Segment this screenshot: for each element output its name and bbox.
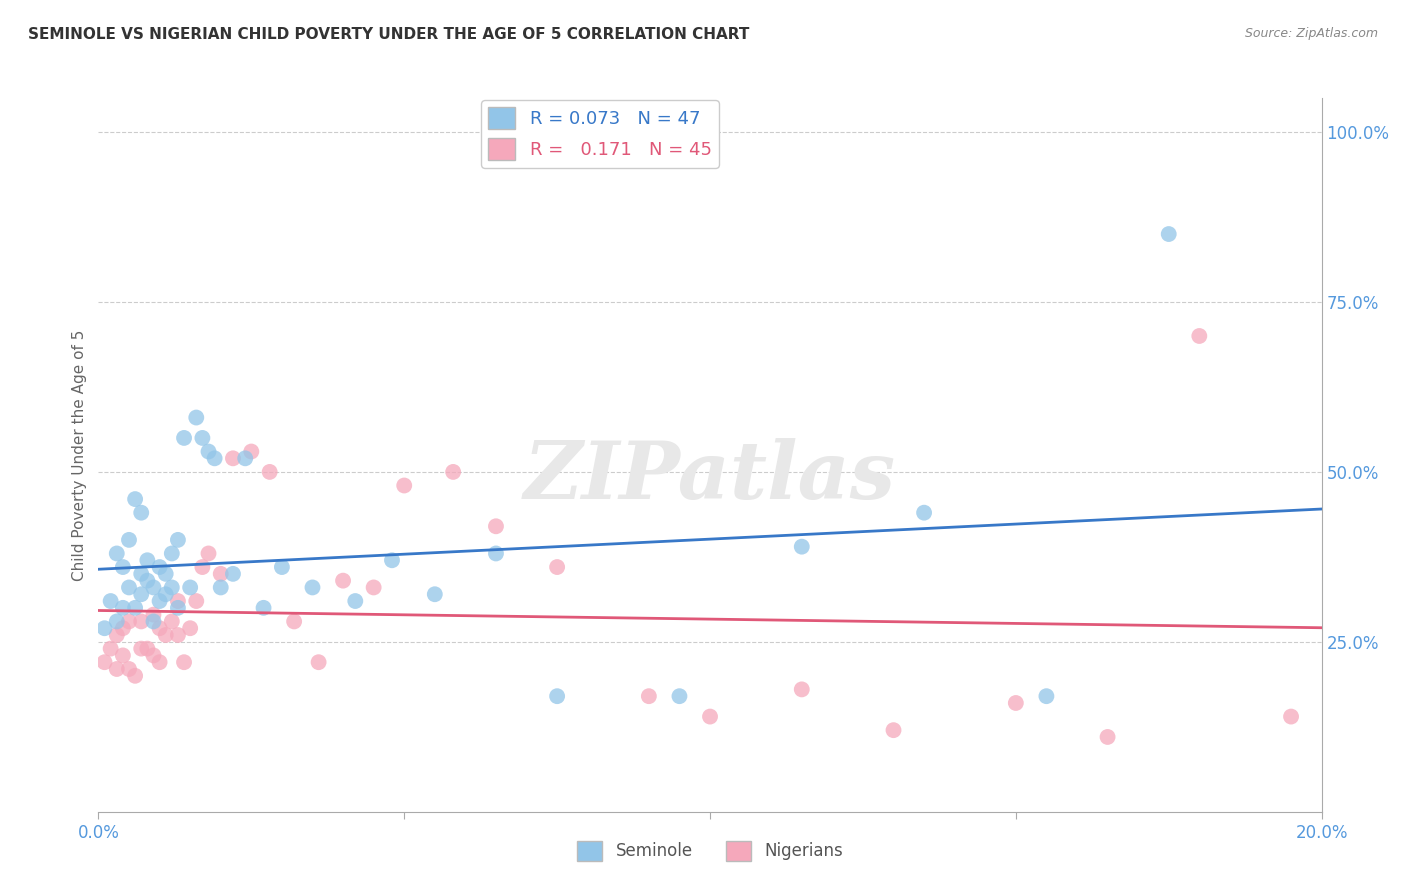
Point <box>160 546 183 560</box>
Point <box>699 709 721 723</box>
Point <box>142 615 165 629</box>
Point <box>105 615 128 629</box>
Point <box>93 655 115 669</box>
Point <box>546 689 568 703</box>
Point <box>1279 709 1302 723</box>
Point <box>790 540 813 554</box>
Point <box>167 594 190 608</box>
Point <box>136 574 159 588</box>
Point <box>209 566 232 581</box>
Point <box>233 451 256 466</box>
Point <box>129 566 152 581</box>
Point <box>1035 689 1057 703</box>
Legend: Seminole, Nigerians: Seminole, Nigerians <box>571 834 849 868</box>
Text: ZIPatlas: ZIPatlas <box>524 438 896 515</box>
Text: SEMINOLE VS NIGERIAN CHILD POVERTY UNDER THE AGE OF 5 CORRELATION CHART: SEMINOLE VS NIGERIAN CHILD POVERTY UNDER… <box>28 27 749 42</box>
Point <box>100 594 122 608</box>
Point <box>344 594 367 608</box>
Point <box>149 655 172 669</box>
Point <box>111 560 134 574</box>
Point <box>209 581 232 595</box>
Point <box>149 560 172 574</box>
Point <box>142 648 165 663</box>
Point <box>105 662 128 676</box>
Point <box>173 431 195 445</box>
Point <box>142 581 165 595</box>
Point <box>105 546 128 560</box>
Point <box>167 533 190 547</box>
Point <box>118 581 141 595</box>
Point <box>105 628 128 642</box>
Point <box>155 566 177 581</box>
Point <box>392 478 416 492</box>
Point <box>1004 696 1026 710</box>
Point <box>167 600 190 615</box>
Point <box>790 682 813 697</box>
Point <box>118 615 141 629</box>
Point <box>1157 227 1180 241</box>
Point <box>167 628 190 642</box>
Point <box>283 615 305 629</box>
Point <box>485 519 508 533</box>
Point <box>124 600 146 615</box>
Point <box>252 600 274 615</box>
Y-axis label: Child Poverty Under the Age of 5: Child Poverty Under the Age of 5 <box>72 329 87 581</box>
Point <box>240 444 263 458</box>
Point <box>155 587 177 601</box>
Point <box>332 574 354 588</box>
Point <box>912 506 935 520</box>
Point <box>883 723 905 738</box>
Point <box>197 546 219 560</box>
Point <box>149 621 172 635</box>
Point <box>129 641 152 656</box>
Point <box>111 600 134 615</box>
Point <box>129 615 152 629</box>
Text: Source: ZipAtlas.com: Source: ZipAtlas.com <box>1244 27 1378 40</box>
Point <box>149 594 172 608</box>
Point <box>129 506 152 520</box>
Point <box>142 607 165 622</box>
Point <box>179 581 201 595</box>
Point <box>301 581 323 595</box>
Point <box>118 662 141 676</box>
Point <box>118 533 141 547</box>
Point <box>191 431 214 445</box>
Point <box>485 546 508 560</box>
Point <box>124 492 146 507</box>
Point <box>93 621 115 635</box>
Point <box>173 655 195 669</box>
Point <box>191 560 214 574</box>
Point <box>111 648 134 663</box>
Point <box>186 410 208 425</box>
Point <box>155 628 177 642</box>
Point <box>136 553 159 567</box>
Point <box>222 451 245 466</box>
Point <box>179 621 201 635</box>
Point <box>637 689 661 703</box>
Point <box>668 689 690 703</box>
Point <box>363 581 385 595</box>
Point <box>160 615 183 629</box>
Point <box>1097 730 1119 744</box>
Point <box>124 669 146 683</box>
Point <box>111 621 134 635</box>
Point <box>259 465 281 479</box>
Point <box>100 641 122 656</box>
Point <box>381 553 404 567</box>
Point <box>136 641 159 656</box>
Point <box>441 465 464 479</box>
Point <box>270 560 292 574</box>
Point <box>129 587 152 601</box>
Point <box>308 655 330 669</box>
Point <box>160 581 183 595</box>
Point <box>222 566 245 581</box>
Point <box>186 594 208 608</box>
Point <box>546 560 568 574</box>
Point <box>1188 329 1211 343</box>
Point <box>204 451 226 466</box>
Point <box>423 587 446 601</box>
Point <box>197 444 219 458</box>
